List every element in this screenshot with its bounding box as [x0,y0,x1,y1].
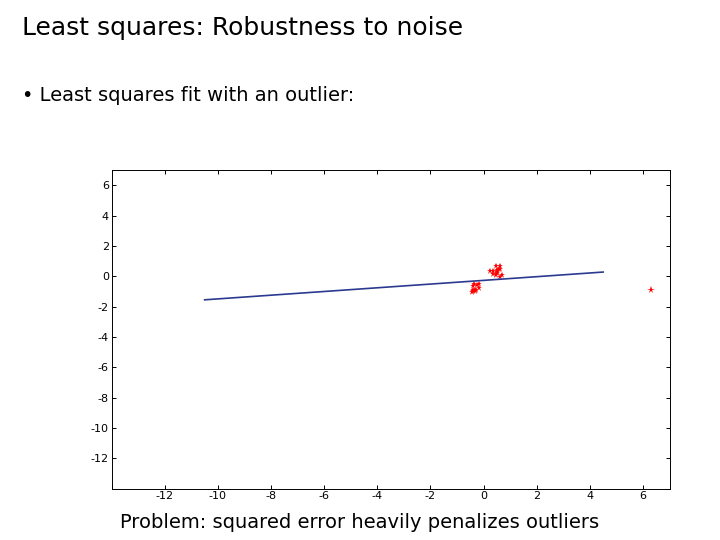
Text: Problem: squared error heavily penalizes outliers: Problem: squared error heavily penalizes… [120,513,600,532]
Text: • Least squares fit with an outlier:: • Least squares fit with an outlier: [22,86,354,105]
Text: Least squares: Robustness to noise: Least squares: Robustness to noise [22,16,463,40]
